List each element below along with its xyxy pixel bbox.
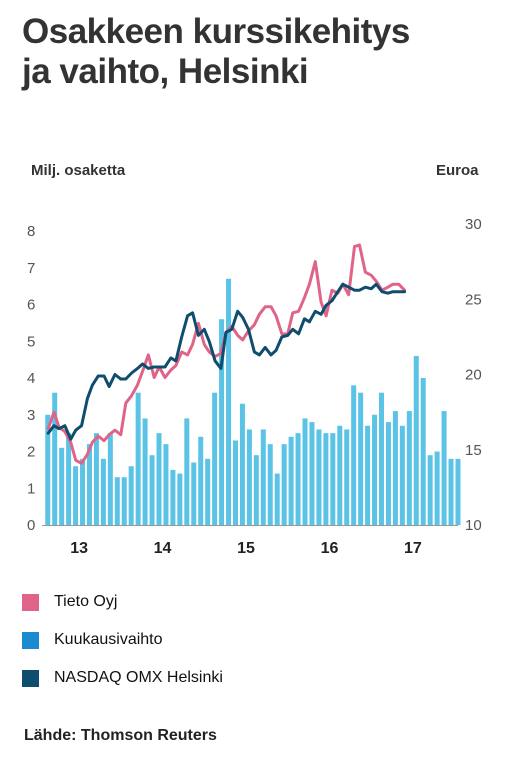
volume-bar	[232, 440, 238, 525]
left-tick-label: 2	[27, 444, 35, 461]
left-axis-label: Milj. osaketta	[31, 162, 126, 179]
right-tick-label: 25	[465, 291, 482, 308]
volume-bar	[441, 411, 447, 525]
source-note: Lähde: Thomson Reuters	[24, 727, 217, 744]
volume-bar	[163, 444, 169, 525]
volume-bar	[80, 458, 86, 525]
legend-label: Kuukausivaihto	[54, 631, 163, 648]
volume-bar	[142, 418, 148, 525]
volume-bar	[323, 433, 329, 526]
right-tick-label: 10	[465, 517, 482, 534]
left-tick-label: 3	[27, 407, 35, 424]
volume-bar	[302, 418, 308, 525]
volume-bar	[295, 433, 301, 526]
legend-label: Tieto Oyj	[54, 593, 118, 610]
volume-bar	[86, 444, 92, 525]
volume-bar	[427, 455, 433, 525]
volume-bar	[191, 462, 197, 525]
volume-bar	[365, 425, 371, 525]
volume-bar	[212, 392, 218, 525]
volume-bar	[246, 429, 252, 525]
volume-bar	[385, 422, 391, 525]
volume-bar	[253, 455, 259, 525]
volume-bar	[45, 414, 51, 525]
legend-label: NASDAQ OMX Helsinki	[54, 669, 223, 686]
volume-bar	[351, 385, 357, 525]
left-tick-label: 4	[27, 370, 35, 387]
volume-bar	[184, 418, 190, 525]
legend-swatch	[22, 594, 39, 611]
left-tick-label: 0	[27, 517, 35, 534]
volume-bar	[358, 392, 364, 525]
volume-bar	[316, 429, 322, 525]
right-tick-label: 15	[465, 442, 482, 459]
x-tick-label: 17	[404, 540, 422, 557]
left-tick-label: 5	[27, 333, 35, 350]
chart-title-line-2: ja vaihto, Helsinki	[22, 52, 309, 91]
volume-bar	[205, 458, 211, 525]
volume-bar	[100, 458, 106, 525]
chart-title: Osakkeen kurssikehitys ja vaihto, Helsin…	[22, 12, 492, 92]
volume-bar	[219, 319, 225, 525]
volume-bar	[274, 473, 280, 525]
volume-bar	[434, 451, 440, 525]
x-tick-label: 14	[154, 540, 172, 557]
right-axis-label: Euroa	[436, 162, 479, 179]
volume-bar	[66, 433, 72, 526]
volume-bar	[198, 436, 204, 525]
volume-bar	[121, 477, 127, 525]
volume-bar	[330, 433, 336, 526]
volume-bar	[288, 436, 294, 525]
volume-bar	[260, 429, 266, 525]
volume-bar	[156, 433, 162, 526]
right-tick-label: 20	[465, 367, 482, 384]
x-tick-label: 13	[70, 540, 88, 557]
volume-bar	[448, 458, 454, 525]
volume-bar	[128, 466, 134, 525]
volume-bar	[170, 469, 176, 526]
left-tick-label: 6	[27, 297, 35, 314]
chart-plot: 0 1 2 3 4 5 6 7 8 10 15 20 25 30 13 14 15 16 17	[27, 216, 482, 557]
volume-bar	[107, 433, 113, 526]
x-tick-label: 16	[321, 540, 339, 557]
volume-bar	[226, 278, 232, 525]
volume-bar	[337, 425, 343, 525]
volume-bar	[114, 477, 120, 525]
legend-swatch	[22, 670, 39, 687]
volume-bar	[93, 433, 99, 526]
volume-bar	[399, 425, 405, 525]
volume-bar	[73, 466, 79, 525]
volume-bar	[413, 355, 419, 525]
chart-title-line-1: Osakkeen kurssikehitys	[22, 12, 410, 51]
volume-bar	[309, 422, 315, 525]
volume-bar	[392, 411, 398, 525]
left-tick-label: 8	[27, 223, 35, 240]
volume-bar	[378, 392, 384, 525]
volume-bar	[344, 429, 350, 525]
volume-bar	[406, 411, 412, 525]
volume-bar	[239, 403, 245, 525]
legend-swatch	[22, 632, 39, 649]
volume-bar	[372, 414, 378, 525]
volume-bar	[455, 458, 461, 525]
volume-bar	[52, 392, 58, 525]
volume-bar	[420, 378, 426, 525]
nasdaq-omx-helsinki-line	[46, 282, 407, 441]
left-tick-label: 1	[27, 480, 35, 497]
volume-bar	[135, 392, 141, 525]
left-tick-label: 7	[27, 260, 35, 277]
volume-bar	[267, 444, 273, 525]
volume-bar	[59, 447, 65, 525]
x-tick-label: 15	[237, 540, 255, 557]
volume-bar	[177, 473, 183, 525]
right-tick-label: 30	[465, 216, 482, 233]
volume-bar	[149, 455, 155, 525]
volume-bar	[281, 444, 287, 525]
